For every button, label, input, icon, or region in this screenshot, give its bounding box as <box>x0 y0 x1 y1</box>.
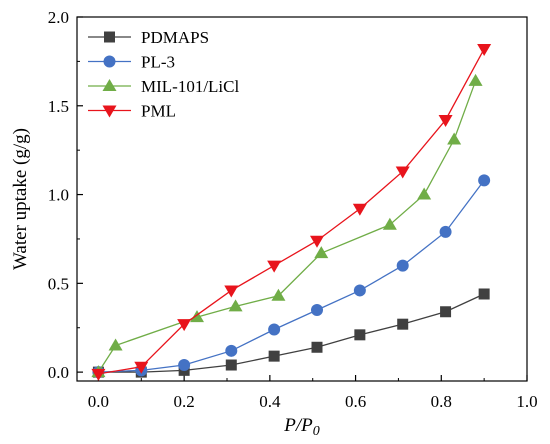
data-point <box>395 166 410 179</box>
data-point <box>353 284 366 297</box>
legend-item: MIL-101/LiCl <box>88 77 239 96</box>
data-point <box>91 368 106 381</box>
series-mil-101-licl <box>91 73 483 378</box>
data-point <box>438 114 453 127</box>
data-point <box>268 350 280 362</box>
series-pml <box>91 43 492 381</box>
legend-label: MIL-101/LiCl <box>141 77 239 96</box>
y-tick-label: 2.0 <box>48 8 69 27</box>
data-point <box>354 329 366 341</box>
data-point <box>314 246 329 259</box>
series-layer <box>91 43 492 381</box>
x-axis: 0.0 0.2 0.4 0.6 0.8 1.0 <box>88 375 538 411</box>
x-axis-title-subscript: 0 <box>313 424 320 439</box>
legend: PDMAPS PL-3 MIL-101/LiCl PML <box>88 28 239 121</box>
series-line <box>98 293 485 373</box>
x-axis-title-main: P/P <box>283 415 313 436</box>
data-point <box>224 285 239 298</box>
y-tick-label: 1.0 <box>48 186 69 205</box>
y-tick-label: 0.5 <box>48 274 69 293</box>
data-point <box>478 288 490 300</box>
data-point <box>440 306 452 318</box>
legend-marker <box>104 31 115 43</box>
data-point <box>396 259 409 272</box>
data-point <box>352 203 367 216</box>
plot-area <box>76 16 528 382</box>
legend-item: PL-3 <box>88 53 175 72</box>
x-tick-label: 0.6 <box>345 392 366 411</box>
legend-label: PL-3 <box>141 53 175 72</box>
data-point <box>177 319 192 332</box>
y-axis-title: Water uptake (g/g) <box>10 128 31 270</box>
data-point <box>417 187 432 200</box>
data-point <box>478 174 491 187</box>
data-point <box>225 344 238 357</box>
data-point <box>311 341 323 353</box>
data-point <box>439 225 452 238</box>
data-point <box>268 323 281 336</box>
legend-marker <box>102 79 117 91</box>
series-pl-3 <box>92 174 491 379</box>
legend-label: PDMAPS <box>141 28 209 47</box>
data-point <box>178 359 191 372</box>
x-tick-label: 0.0 <box>88 392 109 411</box>
plot-frame <box>76 16 528 382</box>
series-line <box>97 80 477 373</box>
data-point <box>228 299 243 312</box>
data-point <box>271 288 286 301</box>
y-tick-label: 1.5 <box>48 97 69 116</box>
data-point <box>108 338 123 351</box>
series-line <box>98 179 485 373</box>
data-point <box>311 303 323 316</box>
x-tick-label: 0.2 <box>174 392 195 411</box>
data-point <box>382 217 397 230</box>
x-tick-label: 0.8 <box>431 392 452 411</box>
y-tick-label: 0.0 <box>48 363 69 382</box>
series-line <box>98 48 485 375</box>
data-point <box>477 43 492 56</box>
legend-marker <box>102 105 117 118</box>
y-axis: 0.0 0.5 1.0 1.5 2.0 <box>48 8 83 382</box>
legend-marker <box>103 55 116 68</box>
x-tick-label: 0.4 <box>259 392 281 411</box>
legend-item: PDMAPS <box>88 28 209 47</box>
data-point <box>397 318 409 330</box>
data-point <box>190 310 204 323</box>
data-point <box>134 361 149 374</box>
data-point <box>267 260 282 273</box>
data-point <box>310 235 324 248</box>
legend-item: PML <box>88 102 176 121</box>
x-tick-label: 1.0 <box>516 392 537 411</box>
data-point <box>447 132 462 145</box>
legend-label: PML <box>141 102 176 121</box>
x-axis-title: P/P0 <box>283 415 320 439</box>
data-point <box>468 73 483 86</box>
data-point <box>225 359 237 371</box>
